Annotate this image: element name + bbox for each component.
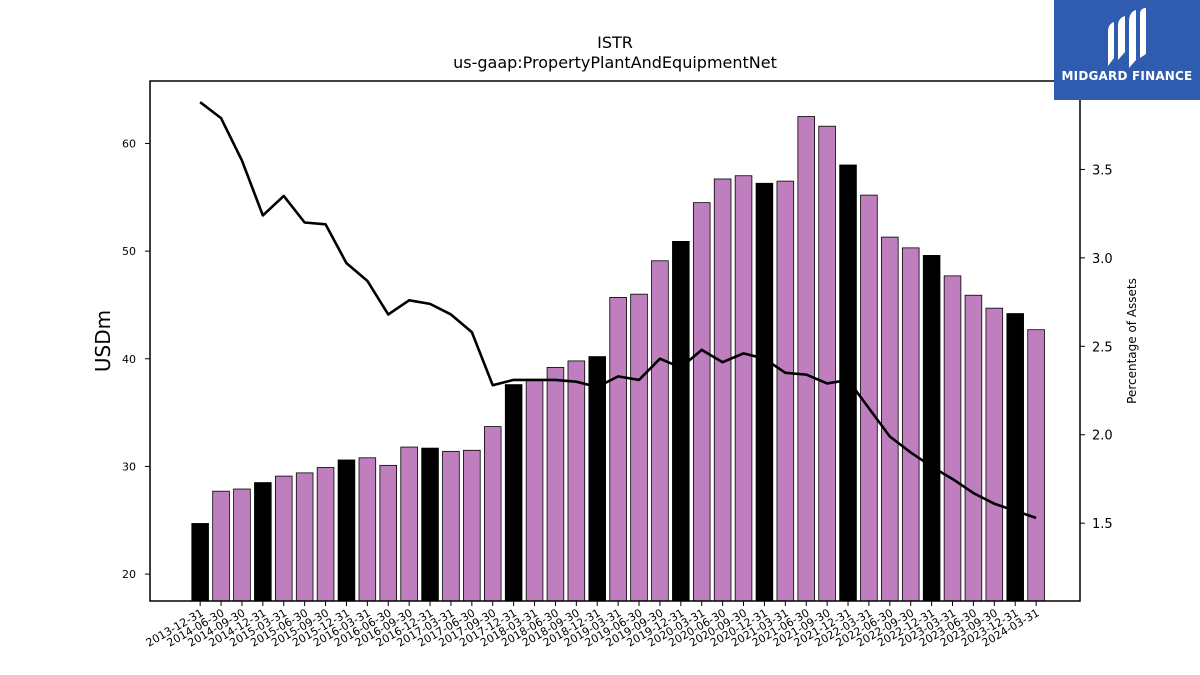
bar-2014-09-30 — [233, 488, 251, 602]
bar-2019-06-30 — [630, 293, 648, 602]
bar-2022-03-31 — [860, 194, 878, 602]
y2-tick-label: 3.0 — [1092, 252, 1113, 267]
bar-2018-12-31 — [588, 356, 607, 602]
bar-2015-06-30 — [295, 472, 314, 602]
line-layer — [199, 101, 1037, 520]
midgard-logo-mark-icon — [1108, 8, 1146, 68]
bar-2013-12-31 — [191, 523, 209, 602]
y2-ticks: 1.5 2.0 2.5 3.0 3.5 — [1080, 163, 1113, 532]
y2-tick-label: 3.5 — [1092, 163, 1113, 178]
y-tick-label: 30 — [122, 460, 136, 473]
bar-2019-12-31 — [672, 241, 690, 602]
bar-2023-06-30 — [964, 294, 983, 602]
bar-2021-06-30 — [797, 116, 815, 602]
y-tick-label: 50 — [122, 245, 136, 258]
bar-2023-03-31 — [943, 275, 962, 602]
y-ticks: 20 30 40 50 60 — [122, 137, 150, 581]
bar-2017-09-30 — [483, 426, 502, 602]
bar-2020-12-31 — [755, 182, 774, 602]
chart-subtitle: us-gaap:PropertyPlantAndEquipmentNet — [453, 53, 777, 72]
bar-2016-12-31 — [421, 447, 439, 602]
y-tick-label: 60 — [122, 137, 136, 150]
bar-2017-12-31 — [504, 384, 523, 602]
bar-2020-03-31 — [692, 202, 711, 602]
y2-tick-label: 1.5 — [1092, 517, 1113, 532]
percentage-of-assets-line — [199, 101, 1037, 520]
logo-text: MIDGARD FINANCE — [1061, 69, 1193, 83]
bar-2019-09-30 — [651, 260, 669, 602]
y2-tick-label: 2.0 — [1092, 429, 1113, 444]
bar-2021-09-30 — [818, 125, 836, 602]
bar-2014-12-31 — [254, 482, 272, 602]
bar-2016-06-30 — [379, 464, 398, 602]
bar-2021-12-31 — [839, 164, 857, 602]
bar-2015-09-30 — [316, 467, 335, 602]
bar-2016-09-30 — [400, 446, 418, 602]
bar-2021-03-31 — [776, 180, 795, 602]
bar-2023-09-30 — [985, 307, 1004, 602]
bar-2019-03-31 — [609, 296, 627, 602]
y-axis-label: USDm — [91, 310, 115, 372]
bar-2022-09-30 — [901, 247, 920, 602]
bar-2024-03-31 — [1027, 329, 1045, 602]
y2-axis-label: Percentage of Assets — [1125, 278, 1139, 404]
bar-2018-03-31 — [525, 379, 544, 602]
bar-2022-06-30 — [881, 236, 899, 602]
bar-2023-12-31 — [1006, 313, 1024, 602]
bar-2020-06-30 — [713, 178, 732, 602]
bar-2018-06-30 — [546, 366, 565, 602]
y2-tick-label: 2.5 — [1092, 340, 1113, 355]
bar-2015-12-31 — [337, 459, 356, 602]
bar-2022-12-31 — [922, 255, 941, 602]
plot-frame — [149, 80, 1081, 602]
x-ticks: 2013-12-312014-06-302014-09-302014-12-31… — [144, 601, 1042, 650]
midgard-finance-logo: MIDGARD FINANCE — [1054, 0, 1200, 100]
bar-2018-09-30 — [567, 360, 586, 602]
bar-2017-06-30 — [463, 449, 481, 602]
y-tick-label: 20 — [122, 568, 136, 581]
bar-2015-03-31 — [274, 475, 293, 602]
bar-2014-06-30 — [212, 490, 230, 602]
chart-title: ISTR — [597, 33, 633, 52]
bar-2016-03-31 — [358, 457, 377, 602]
y-tick-label: 40 — [122, 353, 136, 366]
bar-2020-09-30 — [734, 175, 753, 602]
bar-2017-03-31 — [442, 450, 460, 602]
bars — [191, 116, 1045, 602]
